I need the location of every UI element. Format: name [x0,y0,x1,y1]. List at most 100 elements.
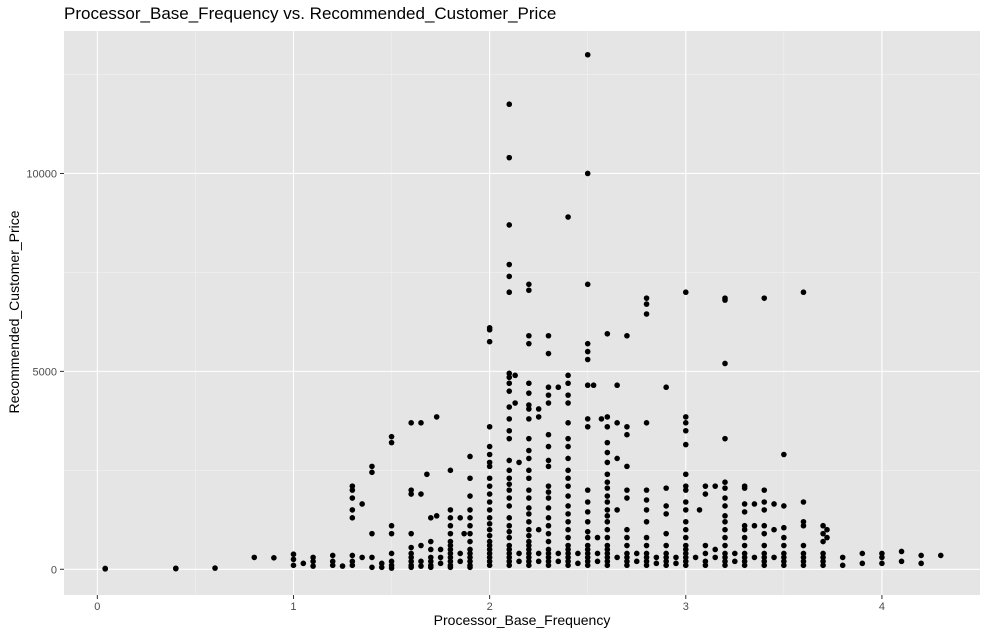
data-point [771,501,777,507]
data-point [643,550,650,557]
data-point [310,558,316,565]
data-point [467,530,473,537]
plot-panel [64,31,980,595]
data-point [722,542,728,549]
data-point [761,530,768,537]
data-point [486,463,493,470]
data-point [682,507,689,513]
data-point [506,550,513,557]
data-point [584,382,591,389]
data-point [604,550,611,557]
data-point [584,562,591,569]
data-point [290,562,297,569]
data-point [584,416,591,422]
data-point [722,554,728,561]
data-point [584,348,591,355]
data-point [369,463,375,470]
data-point [506,554,513,561]
data-point [565,542,571,549]
data-point [781,534,787,541]
data-point [722,479,728,486]
data-point [741,542,748,549]
data-point [526,447,532,454]
data-point [575,550,581,557]
data-point [722,513,728,519]
data-point [526,281,532,288]
data-point [781,503,787,509]
data-point [722,495,728,501]
data-point [506,546,513,553]
data-point [741,485,748,491]
data-point [526,526,532,533]
data-point [506,503,513,509]
data-point [467,538,473,545]
data-point [565,483,571,489]
data-point [820,550,826,557]
data-point [673,560,679,567]
data-point [565,546,571,553]
data-point [643,518,650,525]
data-point [653,554,660,561]
x-tick-label: 2 [487,601,493,613]
data-point [820,522,826,529]
data-point [526,505,532,511]
data-point [555,384,562,391]
data-point [526,467,532,474]
data-point [545,489,552,495]
data-point [447,515,454,521]
data-point [506,542,513,549]
data-point [937,552,944,559]
data-point [604,558,611,565]
data-point [800,554,807,561]
data-point [349,562,356,569]
data-point [526,487,532,493]
data-point [447,546,454,553]
data-point [643,497,650,503]
data-point [565,392,571,398]
data-point [467,550,473,557]
data-point [506,475,513,482]
data-point [486,532,493,539]
data-point [349,483,356,489]
data-point [820,530,826,537]
data-point [839,562,846,569]
data-point [271,554,277,561]
data-point [526,287,532,294]
data-point [741,526,748,533]
data-point [512,400,518,406]
data-point [594,558,601,565]
data-point [761,562,768,569]
data-point [722,534,728,541]
data-point [447,538,454,545]
data-point [663,558,669,565]
data-point [624,431,630,438]
data-point [702,550,709,557]
data-point [545,522,552,529]
data-point [545,483,552,489]
data-point [506,427,513,434]
data-point [633,550,640,557]
data-points [102,51,944,572]
data-point [535,414,542,420]
x-tick-label: 4 [879,601,885,613]
data-point [604,493,611,499]
data-point [408,487,414,493]
data-point [339,563,346,569]
data-point [408,554,414,561]
data-point [437,560,444,567]
data-point [682,558,689,565]
data-point [526,518,532,525]
data-point [633,558,640,565]
data-point [506,515,513,521]
data-point [696,507,703,513]
data-point [418,542,424,549]
data-point [604,499,611,505]
data-point [682,499,689,505]
data-point [751,522,758,529]
data-point [604,534,611,541]
data-point [800,499,807,505]
data-point [800,542,807,549]
data-point [761,522,768,529]
data-point [506,101,513,108]
data-point [565,380,571,387]
